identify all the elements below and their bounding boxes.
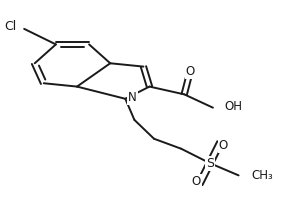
Text: O: O [219,139,228,152]
Text: O: O [192,174,201,188]
Text: OH: OH [224,100,243,113]
Text: N: N [128,91,137,104]
Text: CH₃: CH₃ [251,169,273,182]
Text: Cl: Cl [4,20,17,33]
Text: O: O [186,65,195,79]
Text: S: S [206,157,214,170]
